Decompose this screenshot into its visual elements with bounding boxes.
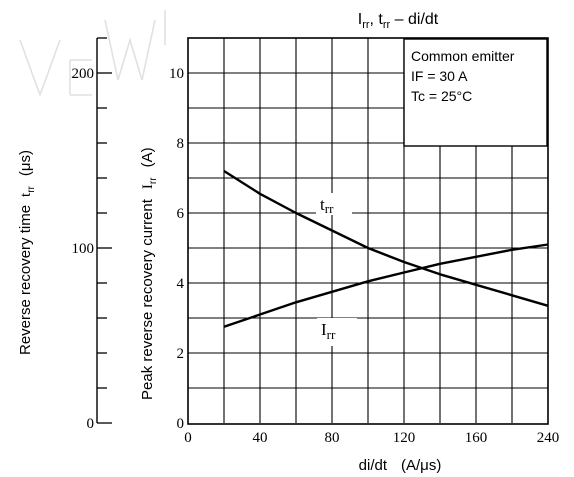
- x-tick-label: 160: [465, 430, 488, 446]
- irr-axis-title: Peak reverse recovery currentIrr(A): [139, 147, 159, 400]
- irr-tick-label: 6: [177, 206, 185, 222]
- trr-tick-label: 100: [72, 241, 95, 257]
- series-label-irr-bg: [317, 318, 357, 346]
- irr-tick-label: 2: [177, 346, 185, 362]
- irr-tick-label: 4: [177, 276, 185, 292]
- legend-line-2: IF = 30 A: [411, 68, 468, 84]
- series-label-trr-bg: [316, 193, 352, 215]
- series-label-irr-text: Irr: [321, 320, 336, 342]
- series-line-irr: [223, 243, 549, 328]
- chart-title: Irr, trr – di/dt: [358, 11, 439, 31]
- trr-tick-label: 200: [72, 66, 95, 82]
- legend-box: Common emitter IF = 30 A Tc = 25°C: [403, 38, 548, 147]
- legend-line-3: Tc = 25°C: [411, 88, 472, 104]
- plot-frame: [187, 37, 549, 425]
- series-label-irr: Irr: [317, 318, 357, 346]
- legend-line-1: Common emitter: [411, 48, 515, 64]
- x-tick-label: 80: [325, 430, 340, 446]
- x-axis-ticks: 0 40 80 120 160 240: [184, 430, 559, 446]
- legend-box-border: [403, 38, 548, 147]
- irr-axis-ticks: 0 2 4 6 8 10: [169, 66, 185, 432]
- trr-tick-label: 0: [87, 416, 95, 432]
- irr-tick-label: 8: [177, 136, 185, 152]
- series-line-trr: [223, 169, 549, 307]
- x-axis-label: di/dt (A/μs): [359, 457, 442, 474]
- left-axis-ticks: 0 100 200: [72, 37, 112, 432]
- series-layer: [223, 169, 549, 328]
- x-tick-label: 120: [393, 430, 416, 446]
- irr-tick-label: 0: [177, 416, 185, 432]
- watermark-graphic: [19, 10, 166, 98]
- x-tick-label: 0: [184, 430, 192, 446]
- irr-tick-label: 10: [169, 66, 184, 82]
- series-label-trr-text: trr: [320, 195, 334, 216]
- trr-axis-title: Reverse recovery timetrr(μs): [17, 150, 37, 355]
- x-tick-label: 240: [537, 430, 560, 446]
- series-label-trr: trr: [316, 193, 352, 216]
- x-tick-label: 40: [253, 430, 268, 446]
